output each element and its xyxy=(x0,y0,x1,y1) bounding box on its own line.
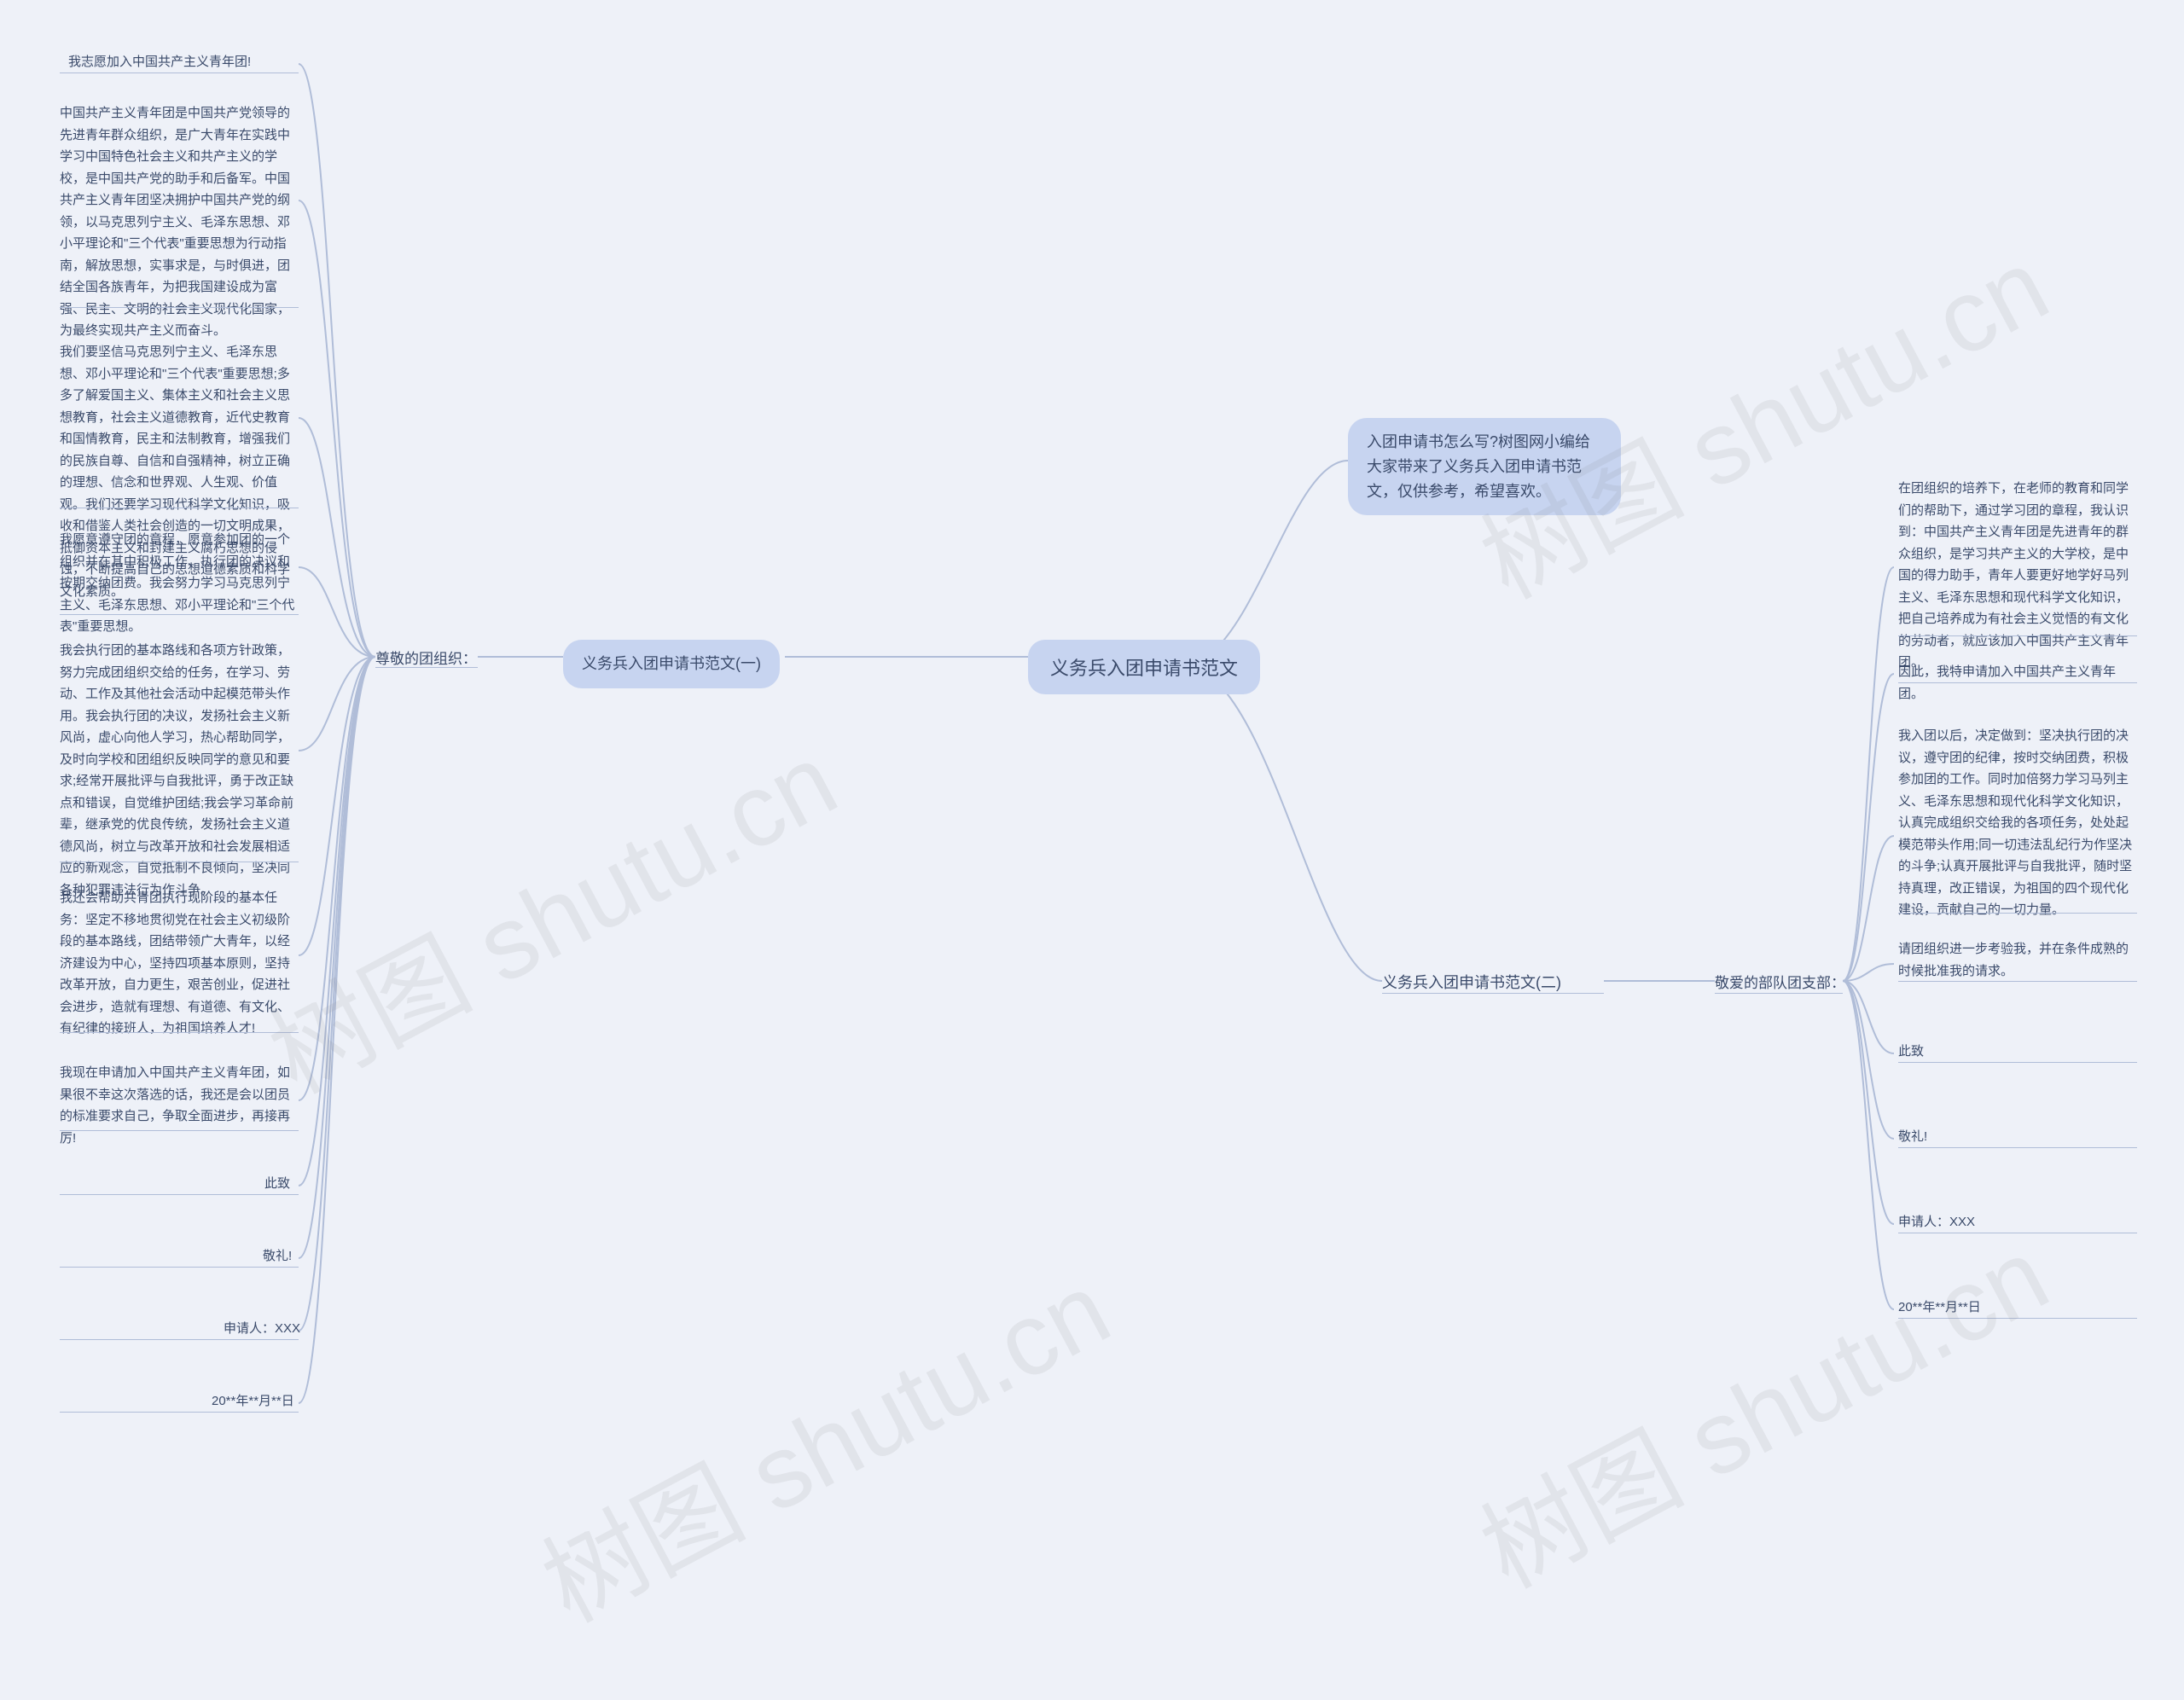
leaf-text: 请团组织进一步考验我，并在条件成熟的时候批准我的请求。 xyxy=(1898,942,2129,978)
underline xyxy=(1898,1147,2137,1148)
intro-text: 入团申请书怎么写?树图网小编给大家带来了义务兵入团申请书范文，仅供参考，希望喜欢… xyxy=(1367,433,1590,500)
leaf-text: 我志愿加入中国共产主义青年团! xyxy=(68,55,251,69)
leaf-b2-5: 敬礼! xyxy=(1898,1126,2137,1148)
underline xyxy=(1898,981,2137,982)
leaf-b1-6: 我现在申请加入中国共产主义青年团，如果很不幸这次落选的话，我还是会以团员的标准要… xyxy=(60,1062,299,1149)
leaf-b2-3: 请团组织进一步考验我，并在条件成熟的时候批准我的请求。 xyxy=(1898,938,2137,982)
underline xyxy=(375,667,478,668)
watermark: 树图 shutu.cn xyxy=(1452,1194,2070,1616)
branch2-node[interactable]: 义务兵入团申请书范文(二) xyxy=(1382,971,1561,993)
underline xyxy=(1898,1318,2137,1319)
underline xyxy=(1898,682,2137,683)
leaf-text: 我会执行团的基本路线和各项方针政策，努力完成团组织交给的任务，在学习、劳动、工作… xyxy=(60,643,293,897)
leaf-text: 我现在申请加入中国共产主义青年团，如果很不幸这次落选的话，我还是会以团员的标准要… xyxy=(60,1065,290,1146)
leaf-text: 我还会帮助共青团执行现阶段的基本任务：坚定不移地贯彻党在社会主义初级阶段的基本路… xyxy=(60,891,290,1036)
leaf-text: 我入团以后，决定做到：坚决执行团的决议，遵守团的纪律，按时交纳团费，积极参加团的… xyxy=(1898,728,2132,917)
leaf-text: 在团组织的培养下，在老师的教育和同学们的帮助下，通过学习团的章程，我认识到：中国… xyxy=(1898,481,2129,670)
underline xyxy=(60,1130,299,1131)
branch1-label: 义务兵入团申请书范文(一) xyxy=(582,655,761,672)
branch2-sub-label-text: 敬爱的部队团支部： xyxy=(1715,975,1845,991)
branch1-sub-label-text: 尊敬的团组织： xyxy=(375,651,477,667)
underline xyxy=(1382,993,1604,994)
underline xyxy=(1898,1062,2137,1063)
leaf-text: 我愿意遵守团的章程，愿意参加团的一个组织并在其中积极工作、执行团的决议和按期交纳… xyxy=(60,532,294,634)
watermark: 树图 shutu.cn xyxy=(514,1228,1131,1651)
leaf-b1-9: 申请人：XXX xyxy=(224,1318,300,1340)
underline xyxy=(60,1194,299,1195)
leaf-b1-10: 20**年**月**日 xyxy=(212,1390,294,1413)
underline xyxy=(60,1412,299,1413)
branch1-sub-label: 尊敬的团组织： xyxy=(375,647,477,668)
branch2-sub-label: 敬爱的部队团支部： xyxy=(1715,971,1845,992)
leaf-text: 申请人：XXX xyxy=(1898,1215,1975,1229)
leaf-b1-1: 中国共产主义青年团是中国共产党领导的先进青年群众组织，是广大青年在实践中学习中国… xyxy=(60,102,299,342)
leaf-b2-2: 我入团以后，决定做到：坚决执行团的决议，遵守团的纪律，按时交纳团费，积极参加团的… xyxy=(1898,725,2137,921)
underline xyxy=(60,307,299,308)
branch1-node[interactable]: 义务兵入团申请书范文(一) xyxy=(563,640,780,688)
leaf-text: 敬礼! xyxy=(1898,1129,1927,1144)
underline xyxy=(1715,993,1843,994)
underline xyxy=(60,614,299,615)
leaf-b2-7: 20**年**月**日 xyxy=(1898,1297,2137,1319)
leaf-text: 20**年**月**日 xyxy=(212,1394,294,1408)
leaf-b1-8: 敬礼! xyxy=(263,1245,292,1268)
leaf-text: 申请人：XXX xyxy=(224,1321,300,1336)
leaf-text: 20**年**月**日 xyxy=(1898,1300,1981,1314)
leaf-b1-7: 此致 xyxy=(264,1173,290,1195)
underline xyxy=(60,1267,299,1268)
leaf-b2-6: 申请人：XXX xyxy=(1898,1211,2137,1233)
leaf-b2-4: 此致 xyxy=(1898,1041,2137,1063)
leaf-b2-0: 在团组织的培养下，在老师的教育和同学们的帮助下，通过学习团的章程，我认识到：中国… xyxy=(1898,478,2137,674)
leaf-b1-5: 我还会帮助共青团执行现阶段的基本任务：坚定不移地贯彻党在社会主义初级阶段的基本路… xyxy=(60,887,299,1040)
underline xyxy=(1898,913,2137,914)
root-node[interactable]: 义务兵入团申请书范文 xyxy=(1028,640,1260,694)
underline xyxy=(60,1339,299,1340)
leaf-text: 中国共产主义青年团是中国共产党领导的先进青年群众组织，是广大青年在实践中学习中国… xyxy=(60,106,290,338)
leaf-b1-3: 我愿意遵守团的章程，愿意参加团的一个组织并在其中积极工作、执行团的决议和按期交纳… xyxy=(60,529,299,638)
watermark: 树图 shutu.cn xyxy=(241,699,858,1122)
underline xyxy=(1898,635,2137,636)
leaf-b1-0: 我志愿加入中国共产主义青年团! xyxy=(68,51,307,73)
root-label: 义务兵入团申请书范文 xyxy=(1050,658,1238,679)
leaf-text: 此致 xyxy=(1898,1044,1924,1059)
intro-node[interactable]: 入团申请书怎么写?树图网小编给大家带来了义务兵入团申请书范文，仅供参考，希望喜欢… xyxy=(1348,418,1621,515)
branch2-label: 义务兵入团申请书范文(二) xyxy=(1382,974,1561,991)
leaf-text: 此致 xyxy=(264,1176,290,1191)
leaf-text: 敬礼! xyxy=(263,1249,292,1263)
underline xyxy=(60,1032,299,1033)
